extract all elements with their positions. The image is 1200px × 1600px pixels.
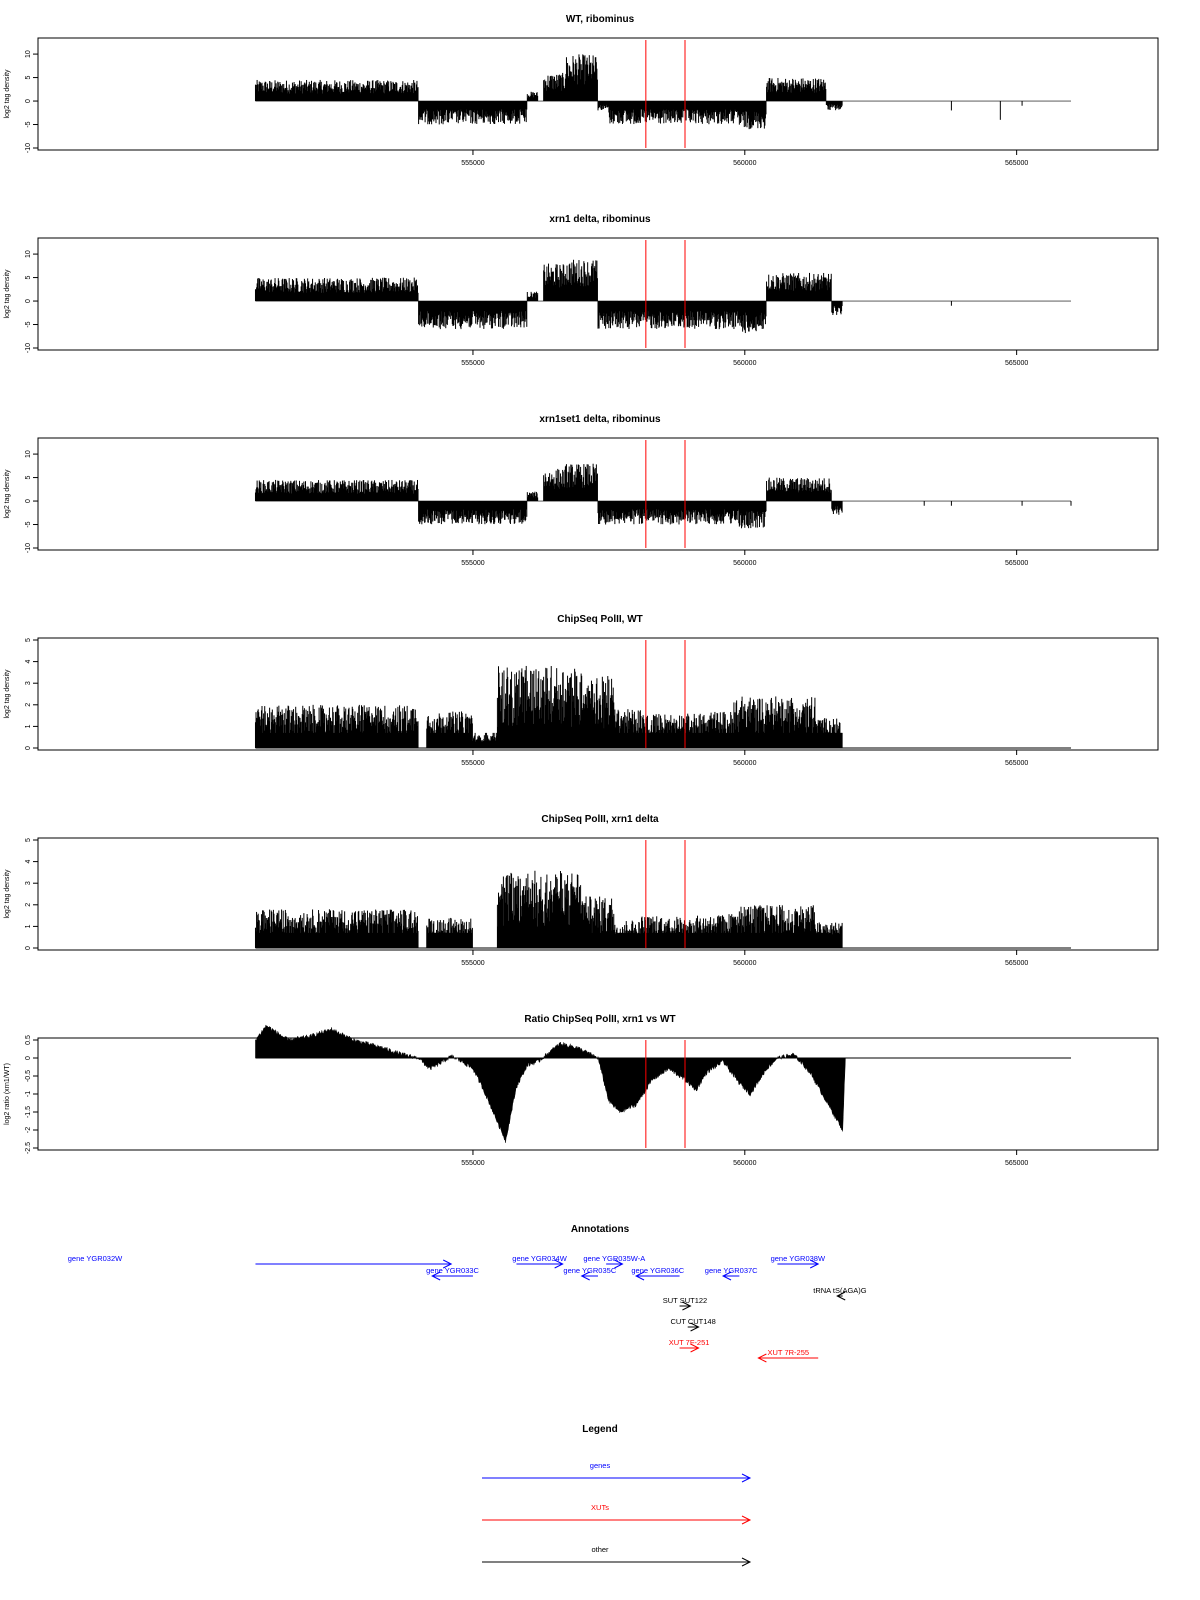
chart-panel-3: xrn1set1 delta, ribominus -10 -5 0 5 10 log2 t… bbox=[4, 414, 1159, 567]
y-tick-label: 0 bbox=[25, 746, 32, 750]
y-tick-label: 5 bbox=[25, 638, 32, 642]
y-tick-label: 2 bbox=[25, 903, 32, 907]
x-tick-label: 565000 bbox=[1005, 560, 1028, 567]
y-tick-label: 5 bbox=[25, 476, 32, 480]
chart-panel-4: ChipSeq PolII, WT 0 1 2 3 4 5 log2 tag density 5… bbox=[4, 614, 1159, 767]
x-tick-label: 555000 bbox=[461, 960, 484, 967]
chart-panel-1: WT, ribominus -10 -5 0 5 10 log2 tag density 55… bbox=[4, 14, 1159, 167]
x-tick-label: 565000 bbox=[1005, 160, 1028, 167]
chart-panel-5: ChipSeq PolII, xrn1 delta 0 1 2 3 4 5 log2 tag … bbox=[4, 814, 1159, 967]
y-tick-label: 10 bbox=[25, 450, 32, 458]
y-tick-label: 0 bbox=[25, 99, 32, 103]
data-series bbox=[254, 259, 1072, 334]
y-axis-label: log2 tag density bbox=[4, 269, 11, 319]
y-axis-label: log2 tag density bbox=[4, 469, 11, 519]
plot-frame bbox=[37, 437, 1159, 551]
y-tick-label: 4 bbox=[25, 860, 32, 864]
plot-frame bbox=[37, 637, 1159, 751]
y-tick-label: -5 bbox=[25, 121, 32, 127]
chart-title: WT, ribominus bbox=[566, 14, 635, 25]
x-tick-label: 555000 bbox=[461, 160, 484, 167]
chart-title: ChipSeq PolII, WT bbox=[557, 614, 643, 625]
x-tick-label: 565000 bbox=[1005, 960, 1028, 967]
y-axis-label: log2 tag density bbox=[4, 669, 11, 719]
y-tick-label: 1 bbox=[25, 724, 32, 728]
plot-frame bbox=[37, 37, 1159, 151]
x-tick-label: 565000 bbox=[1005, 360, 1028, 367]
y-axis-label: log2 tag density bbox=[4, 869, 11, 919]
chart-title: ChipSeq PolII, xrn1 delta bbox=[541, 814, 659, 825]
y-tick-label: 0 bbox=[25, 946, 32, 950]
x-tick-label: 555000 bbox=[461, 560, 484, 567]
x-tick-label: 555000 bbox=[461, 760, 484, 767]
y-tick-label: 2 bbox=[25, 703, 32, 707]
y-tick-label: 0 bbox=[25, 499, 32, 503]
y-tick-label: 5 bbox=[25, 838, 32, 842]
y-tick-label: -5 bbox=[25, 321, 32, 327]
data-series bbox=[254, 54, 1072, 130]
x-tick-label: 555000 bbox=[461, 360, 484, 367]
x-tick-label: 560000 bbox=[733, 560, 756, 567]
y-tick-label: 3 bbox=[25, 681, 32, 685]
x-tick-label: 560000 bbox=[733, 160, 756, 167]
plot-frame bbox=[37, 837, 1159, 951]
y-tick-label: -10 bbox=[25, 543, 32, 553]
data-series bbox=[254, 463, 1072, 529]
chart-title: xrn1 delta, ribominus bbox=[549, 214, 651, 225]
x-tick-label: 565000 bbox=[1005, 760, 1028, 767]
y-tick-label: -10 bbox=[25, 343, 32, 353]
y-tick-label: 3 bbox=[25, 881, 32, 885]
x-tick-label: 560000 bbox=[733, 760, 756, 767]
y-tick-label: 10 bbox=[25, 250, 32, 258]
chart-panel-2: xrn1 delta, ribominus -10 -5 0 5 10 log2 tag d… bbox=[4, 214, 1159, 367]
y-tick-label: 5 bbox=[25, 76, 32, 80]
data-series bbox=[254, 870, 1072, 949]
y-tick-label: -5 bbox=[25, 521, 32, 527]
y-tick-label: 5 bbox=[25, 276, 32, 280]
y-tick-label: 0 bbox=[25, 299, 32, 303]
x-tick-label: 560000 bbox=[733, 960, 756, 967]
y-tick-label: 1 bbox=[25, 924, 32, 928]
y-tick-label: 10 bbox=[25, 50, 32, 58]
data-series bbox=[254, 665, 1072, 749]
y-tick-label: -10 bbox=[25, 143, 32, 153]
chart-title: xrn1set1 delta, ribominus bbox=[539, 414, 661, 425]
y-axis-label: log2 tag density bbox=[4, 69, 11, 119]
x-tick-label: 560000 bbox=[733, 360, 756, 367]
y-tick-label: 4 bbox=[25, 660, 32, 664]
plot-frame bbox=[37, 237, 1159, 351]
